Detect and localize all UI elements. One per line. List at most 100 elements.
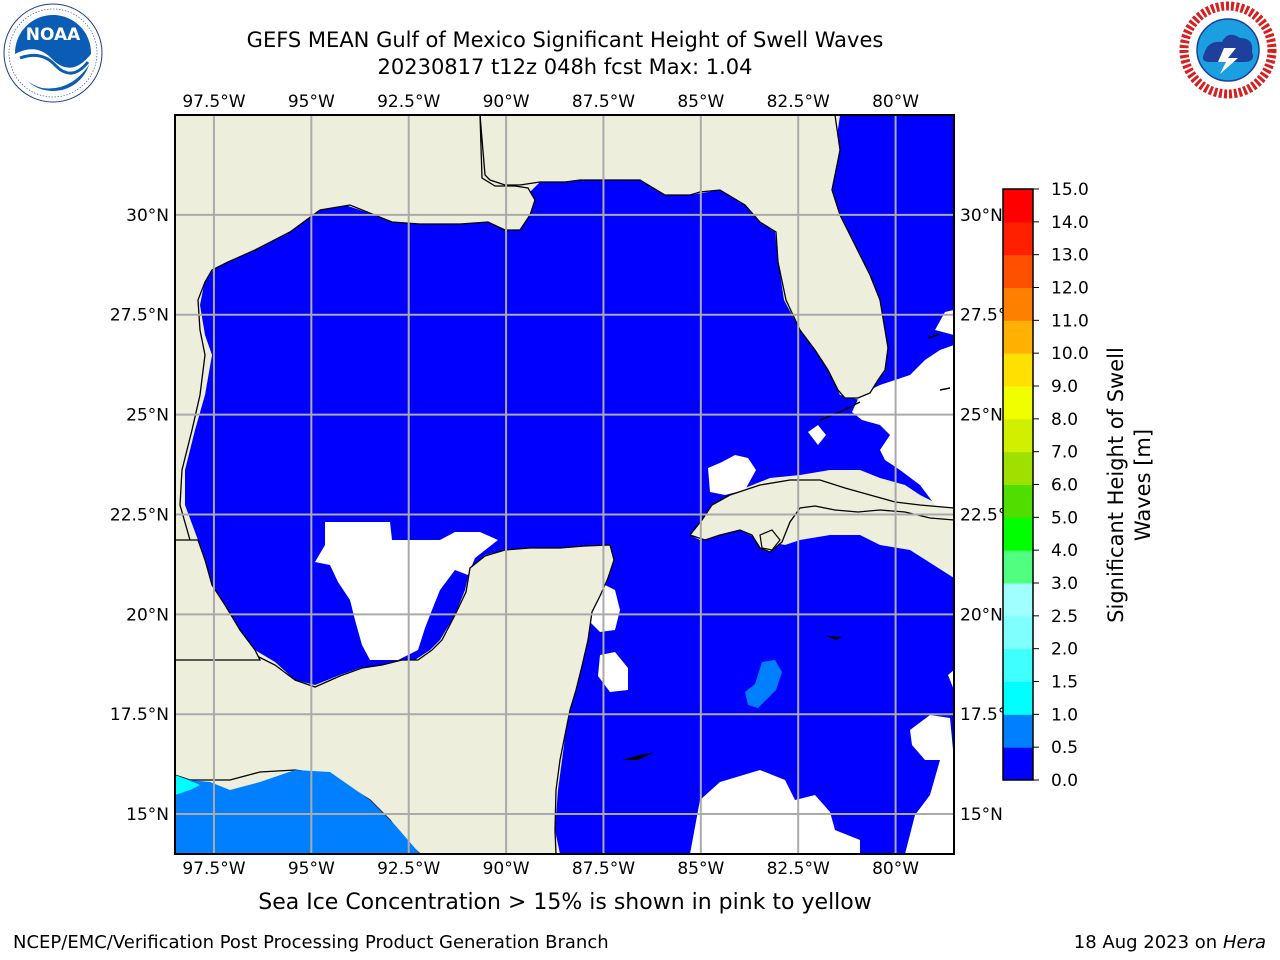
footer-date: 18 Aug 2023 on Hera (1074, 932, 1266, 953)
lon-tick-label-bottom: 82.5°W (767, 859, 830, 879)
colorbar-tick-label: 5.0 (1051, 508, 1078, 528)
colorbar-segment (1003, 418, 1033, 453)
lon-tick-label-top: 82.5°W (767, 92, 830, 112)
lat-tick-label-left: 22.5°N (110, 505, 169, 525)
lat-tick-label-right: 20°N (960, 605, 1003, 625)
lon-tick-label-top: 97.5°W (182, 92, 245, 112)
lon-tick-label-top: 87.5°W (572, 92, 635, 112)
colorbar-segment (1003, 386, 1033, 420)
nodata-patch-keys (808, 425, 826, 445)
nws-logo (1179, 1, 1277, 99)
colorbar-tick-label: 0.0 (1051, 771, 1078, 791)
lon-tick-label-top: 90°W (483, 92, 530, 112)
colorbar-segment (1003, 451, 1033, 485)
colorbar-segment (1003, 353, 1033, 387)
nodata-honduras-coast (948, 670, 954, 690)
colorbar-tick-label: 2.5 (1051, 607, 1078, 627)
colorbar-tick-label: 9.0 (1051, 377, 1078, 397)
colorbar-label-line2: Waves [m] (1131, 429, 1155, 541)
lat-tick-label-right: 25°N (960, 406, 1003, 426)
lon-tick-label-bottom: 90°W (483, 859, 530, 879)
nodata-caribbean-se (905, 750, 954, 854)
island-swan (622, 752, 655, 760)
land-mexico-west (175, 539, 262, 661)
lon-tick-label-bottom: 97.5°W (182, 859, 245, 879)
nodata-bahamas-ne (935, 310, 954, 335)
colorbar-tick-label: 3.0 (1051, 574, 1078, 594)
lon-tick-label-top: 92.5°W (377, 92, 440, 112)
lat-tick-label-right: 30°N (960, 206, 1003, 226)
island-cayman (826, 636, 842, 640)
lat-tick-label-left: 25°N (126, 406, 169, 426)
colorbar-segment (1003, 648, 1033, 682)
footer-credit: NCEP/EMC/Verification Post Processing Pr… (13, 932, 609, 953)
colorbar-tick-label: 15.0 (1051, 180, 1089, 200)
land-cuba (688, 479, 954, 553)
colorbar-tick-label: 1.5 (1051, 673, 1078, 693)
colorbar-tick-label: 4.0 (1051, 541, 1078, 561)
land-florida (479, 115, 889, 399)
colorbar-label-line1: Significant Height of Swell (1104, 347, 1128, 623)
footer-machine: Hera (1222, 932, 1266, 953)
colorbar-segment (1003, 747, 1033, 781)
colorbar-segment (1003, 550, 1033, 584)
lat-tick-label-left: 20°N (126, 605, 169, 625)
chart-title: GEFS MEAN Gulf of Mexico Significant Hei… (246, 28, 884, 52)
colorbar-segment (1003, 714, 1033, 748)
colorbar-tick-label: 13.0 (1051, 246, 1089, 266)
colorbar-tick-label: 12.0 (1051, 279, 1089, 299)
lat-tick-label-left: 27.5°N (110, 306, 169, 326)
map-gridlines (175, 115, 954, 854)
nodata-bay-campeche (315, 522, 498, 660)
nodata-patch-cuba-n (708, 455, 756, 495)
lon-tick-label-top: 85°W (677, 92, 724, 112)
island-bahamas-1 (927, 333, 941, 339)
nodata-caribbean-s (690, 770, 860, 854)
colorbar-segment (1003, 254, 1033, 288)
colorbar-tick-label: 1.0 (1051, 705, 1078, 725)
pacific-swell-mid (175, 770, 420, 854)
island-isle-of-youth (759, 529, 781, 551)
lon-tick-label-top: 95°W (288, 92, 335, 112)
lon-tick-label-bottom: 80°W (872, 859, 919, 879)
colorbar-segment (1003, 287, 1033, 321)
colorbar: 0.0 0.5 1.0 1.5 2.0 2.5 3.0 4.0 5.0 6.0 7.0 8.0 9.0 1… (1002, 180, 1089, 791)
colorbar-segment (1003, 189, 1033, 223)
colorbar-tick-label: 2.0 (1051, 640, 1078, 660)
island-bahamas-2 (939, 387, 951, 391)
land-louisiana (175, 115, 536, 561)
footer-date-text: 18 Aug 2023 on (1073, 932, 1218, 953)
lon-tick-label-bottom: 95°W (288, 859, 335, 879)
colorbar-segment (1003, 615, 1033, 650)
lat-tick-label-left: 15°N (126, 805, 169, 825)
island-keys (819, 401, 861, 421)
nodata-bahamas (852, 345, 954, 508)
colorbar-tick-label: 0.5 (1051, 738, 1078, 758)
colorbar-tick-label: 7.0 (1051, 443, 1078, 463)
nodata-caribbean-e (910, 715, 954, 760)
lat-tick-label-right: 15°N (960, 805, 1003, 825)
lat-tick-label-left: 30°N (126, 206, 169, 226)
map-area (175, 115, 954, 854)
chart-subtitle: 20230817 t12z 048h fcst Max: 1.04 (377, 55, 753, 79)
lon-tick-label-bottom: 87.5°W (572, 859, 635, 879)
noaa-logo-text: NOAA (26, 25, 81, 45)
colorbar-segment (1003, 484, 1033, 518)
colorbar-segment (1003, 583, 1033, 617)
lon-tick-label-bottom: 85°W (677, 859, 724, 879)
colorbar-tick-label: 14.0 (1051, 213, 1089, 233)
colorbar-segment (1003, 221, 1033, 256)
pacific-swell-cyan (175, 775, 200, 795)
lat-tick-label-left: 17.5°N (110, 705, 169, 725)
lon-tick-label-top: 80°W (872, 92, 919, 112)
swell-patch-caribbean (745, 660, 782, 708)
colorbar-segment (1003, 681, 1033, 715)
colorbar-tick-label: 8.0 (1051, 410, 1078, 430)
colorbar-tick-label: 6.0 (1051, 476, 1078, 496)
lon-tick-label-bottom: 92.5°W (377, 859, 440, 879)
colorbar-segment (1003, 320, 1033, 354)
noaa-logo: NOAA (3, 3, 103, 103)
sea-ice-note: Sea Ice Concentration > 15% is shown in … (258, 890, 872, 915)
colorbar-segment (1003, 517, 1033, 551)
